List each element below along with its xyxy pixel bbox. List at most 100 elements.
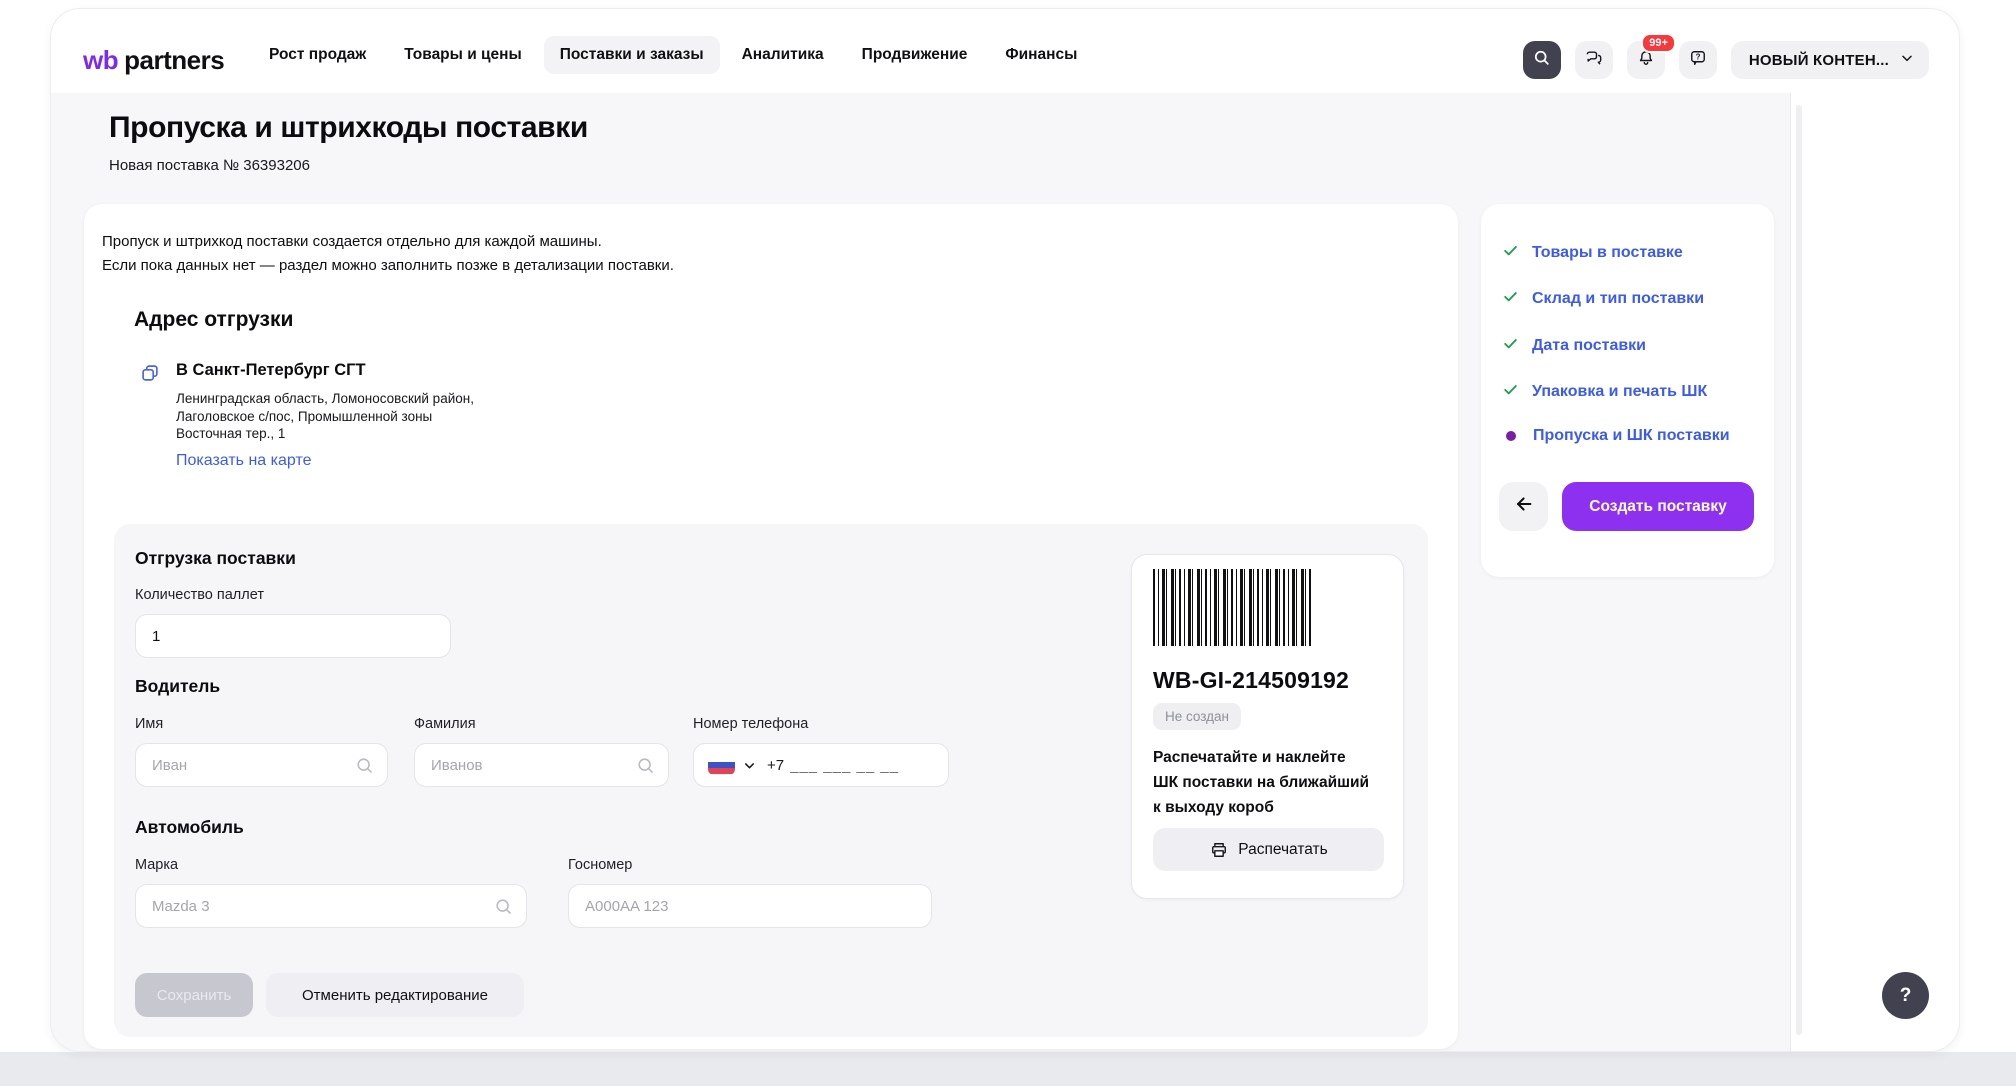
search-icon: [635, 755, 656, 776]
first-name-input[interactable]: [136, 744, 387, 786]
check-icon: [1502, 335, 1519, 357]
pallets-input[interactable]: [136, 615, 450, 657]
note-line-3: к выходу короб: [1153, 799, 1274, 816]
phone-label: Номер телефона: [693, 716, 809, 732]
shipping-heading: Отгрузка поставки: [135, 548, 296, 568]
main-card: Пропуск и штрихкод поставки создается от…: [84, 204, 1458, 1049]
plate-field-wrap: [568, 884, 932, 928]
logo-partners: partners: [124, 45, 225, 75]
shipment-form-panel: Отгрузка поставки Количество паллет Води…: [114, 524, 1428, 1037]
first-name-label: Имя: [135, 716, 164, 732]
messages-button[interactable]: [1574, 41, 1613, 79]
search-icon: [493, 896, 514, 917]
last-name-label: Фамилия: [414, 716, 476, 732]
search-button[interactable]: [1522, 41, 1561, 79]
barcode-card: WB-GI-214509192 Не создан Распечатайте и…: [1131, 554, 1404, 899]
barcode-note: Распечатайте и наклейте ШК поставки на б…: [1153, 745, 1369, 820]
brand-input[interactable]: [136, 885, 526, 927]
step-supply-date[interactable]: Дата поставки: [1502, 335, 1646, 357]
app-window: wb partners Рост продаж Товары и цены Пос…: [50, 8, 1960, 1052]
help-fab-button[interactable]: ?: [1882, 972, 1929, 1019]
step-warehouse-type[interactable]: Склад и тип поставки: [1502, 288, 1704, 310]
vertical-scrollbar[interactable]: [1796, 105, 1802, 1035]
russia-flag-icon: [708, 755, 735, 775]
step-label: Упаковка и печать ШК: [1532, 383, 1708, 400]
main-nav: Рост продаж Товары и цены Поставки и зак…: [269, 35, 1077, 75]
copy-icon[interactable]: [139, 362, 161, 384]
first-name-field-wrap: [135, 743, 388, 787]
intro-line-2: Если пока данных нет — раздел можно запо…: [102, 257, 674, 274]
logo-wb: wb: [83, 45, 119, 75]
phone-mask: ___ ___ __ __: [790, 756, 900, 774]
show-on-map-link[interactable]: Показать на карте: [176, 452, 312, 469]
page-subtitle: Новая поставка № 36393206: [109, 157, 310, 174]
check-icon: [1502, 381, 1519, 403]
steps-sidebar: Товары в поставке Склад и тип поставки Д…: [1481, 204, 1774, 577]
back-button[interactable]: [1499, 482, 1548, 531]
nav-item-analytics[interactable]: Аналитика: [741, 46, 824, 63]
cancel-editing-button[interactable]: Отменить редактирование: [266, 973, 524, 1017]
nav-item-sales-growth[interactable]: Рост продаж: [269, 46, 367, 63]
pallets-label: Количество паллет: [135, 587, 264, 603]
address-line-2: Лаголовское с/пос, Промышленной зоны: [176, 408, 433, 424]
intro-line-1: Пропуск и штрихкод поставки создается от…: [102, 233, 602, 250]
nav-item-supplies-orders[interactable]: Поставки и заказы: [543, 36, 720, 74]
chat-icon: [1584, 48, 1604, 73]
print-button-label: Распечатать: [1238, 840, 1328, 858]
barcode-image: [1153, 569, 1313, 646]
help-bubble-icon: ?: [1688, 48, 1708, 73]
nav-item-promotion[interactable]: Продвижение: [861, 46, 968, 63]
car-heading: Автомобиль: [135, 817, 244, 837]
arrow-left-icon: [1513, 493, 1535, 520]
account-dropdown[interactable]: НОВЫЙ КОНТЕН...: [1730, 41, 1929, 79]
step-label: Склад и тип поставки: [1532, 290, 1705, 307]
check-icon: [1502, 288, 1519, 310]
step-label: Пропуска и ШК поставки: [1533, 427, 1730, 444]
header-actions: 99+ ? НОВЫЙ КОНТЕН...: [1522, 33, 1929, 79]
chevron-down-icon: [1899, 50, 1915, 70]
status-badge: Не создан: [1153, 703, 1241, 730]
create-supply-button[interactable]: Создать поставку: [1562, 482, 1754, 531]
last-name-input[interactable]: [415, 744, 668, 786]
step-label: Дата поставки: [1532, 337, 1647, 354]
notifications-button[interactable]: 99+: [1626, 33, 1676, 79]
brand-label: Марка: [135, 857, 179, 873]
pallets-field-wrap: [135, 614, 451, 658]
intro-text: Пропуск и штрихкод поставки создается от…: [102, 230, 674, 278]
nav-item-goods-prices[interactable]: Товары и цены: [404, 46, 522, 63]
save-button[interactable]: Сохранить: [135, 973, 253, 1017]
warehouse-address: Ленинградская область, Ломоносовский рай…: [176, 390, 474, 443]
svg-text:?: ?: [1695, 52, 1700, 61]
address-line-3: Восточная тер., 1: [176, 426, 286, 441]
step-label: Товары в поставке: [1532, 244, 1683, 261]
check-icon: [1502, 242, 1519, 264]
printer-icon: [1209, 840, 1229, 860]
step-goods-in-supply[interactable]: Товары в поставке: [1502, 242, 1683, 264]
supply-barcode-number: WB-GI-214509192: [1153, 667, 1350, 693]
driver-heading: Водитель: [135, 676, 221, 696]
print-button[interactable]: Распечатать: [1153, 828, 1384, 871]
warehouse-name: В Санкт-Петербург СГТ: [176, 361, 366, 379]
address-line-1: Ленинградская область, Ломоносовский рай…: [176, 391, 474, 406]
help-button[interactable]: ?: [1678, 41, 1717, 79]
plate-input[interactable]: [569, 885, 931, 927]
page-bottom-strip: [0, 1052, 2016, 1086]
nav-item-finances[interactable]: Финансы: [1005, 46, 1078, 63]
search-icon: [1532, 48, 1551, 72]
account-label: НОВЫЙ КОНТЕН...: [1748, 51, 1889, 69]
phone-prefix: +7: [767, 756, 785, 774]
chevron-down-icon[interactable]: [742, 758, 757, 773]
current-step-dot-icon: [1506, 431, 1516, 441]
last-name-field-wrap: [414, 743, 669, 787]
plate-label: Госномер: [568, 857, 633, 873]
step-packaging-print[interactable]: Упаковка и печать ШК: [1502, 381, 1707, 403]
search-icon: [354, 755, 375, 776]
phone-field[interactable]: +7 ___ ___ __ __: [693, 743, 949, 787]
page-title: Пропуска и штрихкоды поставки: [109, 111, 588, 144]
step-passes-barcodes[interactable]: Пропуска и ШК поставки: [1502, 427, 1730, 445]
wb-partners-logo[interactable]: wb partners: [83, 45, 225, 76]
note-line-1: Распечатайте и наклейте: [1153, 749, 1346, 766]
notifications-badge: 99+: [1641, 33, 1676, 53]
brand-field-wrap: [135, 884, 527, 928]
address-heading: Адрес отгрузки: [134, 308, 294, 331]
